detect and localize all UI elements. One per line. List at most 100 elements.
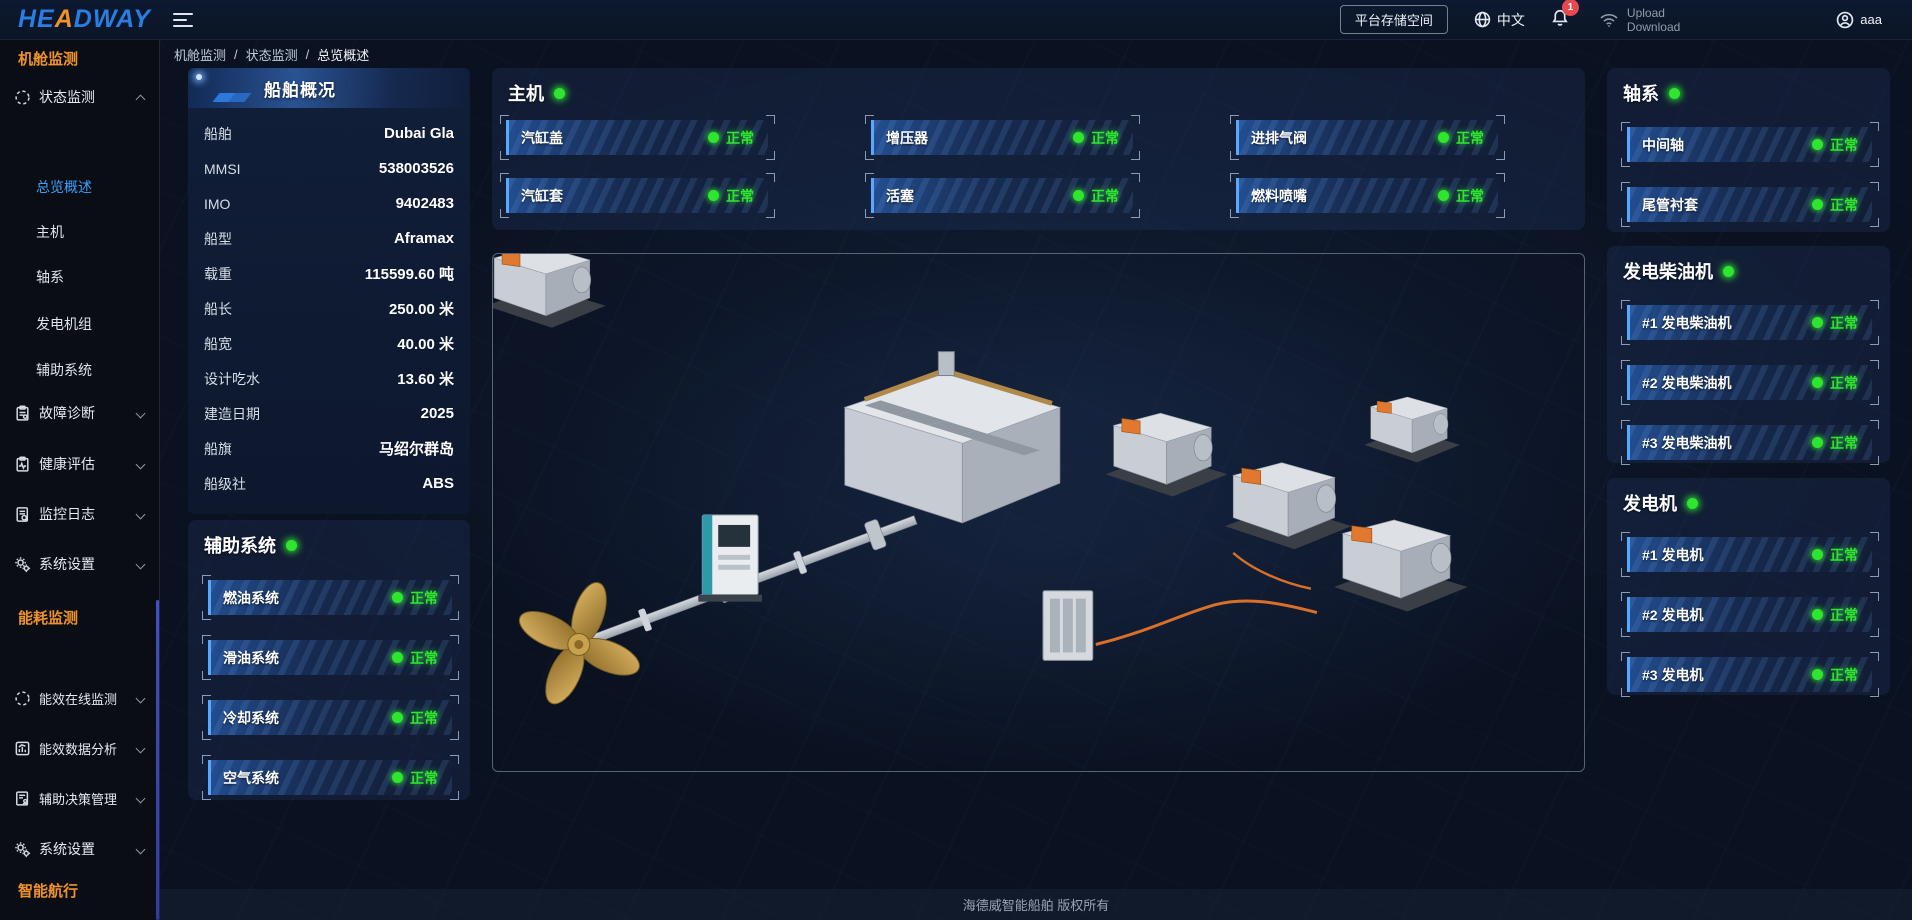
sidebar-item-fault-diagnosis[interactable]: 故障诊断 bbox=[0, 401, 160, 425]
field-label: MMSI bbox=[204, 160, 241, 177]
breadcrumb-current: 总览概述 bbox=[317, 48, 370, 63]
sidebar-item-overview[interactable]: 总览概述 bbox=[36, 179, 92, 195]
sidebar-item-generator-set[interactable]: 发电机组 bbox=[36, 316, 92, 332]
status-normal: 正常 bbox=[1438, 186, 1484, 206]
ship-field-row: 船级社 ABS bbox=[188, 466, 470, 501]
status-dot bbox=[392, 652, 403, 663]
status-item-piston[interactable]: 活塞 正常 bbox=[865, 173, 1140, 218]
generators-panel: 发电机 #1 发电机 正常 #2 发电机 正常 #3 发电机 正常 bbox=[1607, 478, 1890, 697]
status-normal: 正常 bbox=[1812, 195, 1858, 215]
username-label: aaa bbox=[1860, 12, 1882, 27]
engine-room-3d-view[interactable] bbox=[492, 253, 1585, 772]
status-dot bbox=[1812, 549, 1823, 560]
platform-storage-button[interactable]: 平台存储空间 bbox=[1339, 5, 1448, 34]
status-dot bbox=[392, 592, 403, 603]
status-item-diesel-gen-2[interactable]: #2 发电柴油机 正常 bbox=[1621, 360, 1879, 405]
status-item-diesel-gen-3[interactable]: #3 发电柴油机 正常 bbox=[1621, 420, 1879, 465]
status-item-fuel-injector[interactable]: 燃料喷嘴 正常 bbox=[1230, 173, 1505, 218]
chevron-down-icon bbox=[135, 459, 146, 469]
ship-fields: 船舶 Dubai Gla MMSI 538003526 IMO 9402483 船型 A… bbox=[188, 108, 470, 501]
breadcrumb-separator: / bbox=[234, 47, 238, 62]
status-dot bbox=[1812, 139, 1823, 150]
field-value: ABS bbox=[422, 475, 454, 492]
status-item-cooling-system[interactable]: 冷却系统 正常 bbox=[202, 695, 459, 740]
status-item-generator-2[interactable]: #2 发电机 正常 bbox=[1621, 592, 1879, 637]
panel-title: 发电柴油机 bbox=[1623, 262, 1713, 282]
sidebar-item-aux-system[interactable]: 辅助系统 bbox=[36, 362, 92, 378]
ship-field-row: 载重 115599.60 吨 bbox=[188, 256, 470, 291]
status-dot bbox=[1812, 669, 1823, 680]
panel-title: 轴系 bbox=[1623, 84, 1659, 104]
status-item-intermediate-shaft[interactable]: 中间轴 正常 bbox=[1621, 122, 1879, 167]
ship-overview-title: 船舶概况 bbox=[264, 80, 336, 100]
status-normal: 正常 bbox=[1073, 186, 1119, 206]
status-item-generator-3[interactable]: #3 发电机 正常 bbox=[1621, 652, 1879, 697]
sidebar-item-health-assessment[interactable]: 健康评估 bbox=[0, 452, 160, 476]
bar-chart-icon bbox=[15, 741, 30, 755]
status-item-fuel-system[interactable]: 燃油系统 正常 bbox=[202, 575, 459, 620]
breadcrumb-item[interactable]: 状态监测 bbox=[245, 48, 298, 63]
sidebar-item-main-engine[interactable]: 主机 bbox=[36, 224, 64, 240]
upload-download-label: Upload Download bbox=[1626, 5, 1681, 34]
sidebar-item-monitor-log[interactable]: 监控日志 bbox=[0, 502, 160, 526]
sidebar-item-status-monitoring[interactable]: 状态监测 bbox=[0, 85, 160, 109]
status-normal: 正常 bbox=[1812, 545, 1858, 565]
field-label: 船旗 bbox=[204, 440, 232, 457]
logo-text: A bbox=[54, 5, 74, 33]
chevron-down-icon bbox=[135, 693, 146, 703]
chevron-down-icon bbox=[135, 559, 146, 569]
panel-title: 发电机 bbox=[1623, 494, 1677, 514]
ship-field-row: 船宽 40.00 米 bbox=[188, 326, 470, 361]
status-normal: 正常 bbox=[708, 128, 754, 148]
status-item-stern-tube-bushing[interactable]: 尾管衬套 正常 bbox=[1621, 182, 1879, 227]
chevron-down-icon bbox=[135, 408, 146, 418]
sidebar-item-decision-support[interactable]: 辅助决策管理 bbox=[0, 786, 160, 810]
status-dot bbox=[1812, 317, 1823, 328]
field-value: 2025 bbox=[420, 405, 454, 422]
chevron-down-icon bbox=[135, 509, 146, 519]
field-value: 115599.60 吨 bbox=[364, 266, 454, 283]
status-item-turbocharger[interactable]: 增压器 正常 bbox=[865, 115, 1140, 160]
status-dot bbox=[708, 190, 719, 201]
status-item-air-system[interactable]: 空气系统 正常 bbox=[202, 755, 459, 800]
status-item-cylinder-liner[interactable]: 汽缸套 正常 bbox=[500, 173, 775, 218]
shafting-panel: 轴系 中间轴 正常 尾管衬套 正常 bbox=[1607, 68, 1890, 232]
sidebar-item-shafting[interactable]: 轴系 bbox=[36, 269, 64, 285]
field-value: 马绍尔群岛 bbox=[378, 441, 454, 458]
language-switcher[interactable]: 中文 bbox=[1474, 10, 1525, 30]
sidebar-item-system-settings-2[interactable]: 系统设置 bbox=[0, 837, 160, 861]
status-dot bbox=[1073, 190, 1084, 201]
status-dot bbox=[392, 712, 403, 723]
breadcrumb: 机舱监测 / 状态监测 / 总览概述 bbox=[174, 45, 369, 64]
sidebar-scrollbar[interactable] bbox=[156, 600, 159, 920]
headway-logo: HEADWAY bbox=[18, 5, 151, 34]
sidebar-item-energy-online[interactable]: 能效在线监测 bbox=[0, 686, 160, 710]
status-item-generator-1[interactable]: #1 发电机 正常 bbox=[1621, 532, 1879, 577]
status-item-diesel-gen-1[interactable]: #1 发电柴油机 正常 bbox=[1621, 300, 1879, 345]
field-label: 设计吃水 bbox=[204, 370, 260, 387]
status-dot bbox=[392, 772, 403, 783]
ship-field-row: 船旗 马绍尔群岛 bbox=[188, 431, 470, 466]
breadcrumb-item[interactable]: 机舱监测 bbox=[174, 48, 227, 63]
status-item-lube-oil-system[interactable]: 滑油系统 正常 bbox=[202, 635, 459, 680]
target-circle-icon bbox=[15, 89, 30, 105]
field-value: Dubai Gla bbox=[383, 125, 454, 142]
notifications-button[interactable]: 1 bbox=[1551, 0, 1579, 32]
status-normal: 正常 bbox=[392, 648, 438, 668]
upload-download-status[interactable]: Upload Download bbox=[1599, 6, 1680, 34]
ship-field-row: MMSI 538003526 bbox=[188, 151, 470, 186]
user-menu[interactable]: aaa bbox=[1836, 11, 1882, 29]
status-dot bbox=[1812, 199, 1823, 210]
sidebar-item-energy-analysis[interactable]: 能效数据分析 bbox=[0, 736, 160, 760]
status-item-cylinder-head[interactable]: 汽缸盖 正常 bbox=[500, 115, 775, 160]
diesel-generators-panel: 发电柴油机 #1 发电柴油机 正常 #2 发电柴油机 正常 #3 发电柴油机 正常 bbox=[1607, 246, 1890, 465]
sidebar-item-system-settings-1[interactable]: 系统设置 bbox=[0, 552, 160, 576]
menu-collapse-icon[interactable] bbox=[172, 12, 193, 27]
aux-system-panel: 辅助系统 燃油系统 正常 滑油系统 正常 冷却系统 正常 空气系统 正常 bbox=[188, 520, 470, 800]
main-engine-panel: 主机 汽缸盖 正常 增压器 正常 进排气阀 正常 汽缸套 正常 活塞 正常 燃料喷嘴 正常 bbox=[492, 68, 1585, 230]
field-value: 250.00 米 bbox=[388, 301, 454, 318]
status-item-intake-exhaust-valve[interactable]: 进排气阀 正常 bbox=[1230, 115, 1505, 160]
user-icon bbox=[1837, 11, 1854, 28]
status-green-dot bbox=[286, 539, 297, 551]
status-dot bbox=[1812, 377, 1823, 388]
